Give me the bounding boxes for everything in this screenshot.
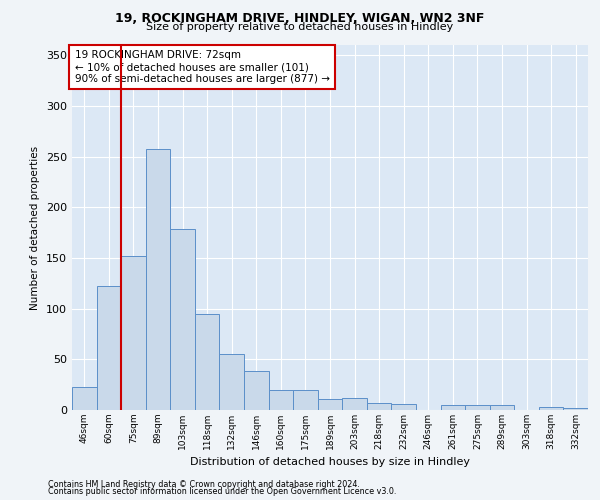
Bar — [391, 404, 416, 410]
Bar — [170, 228, 195, 410]
Bar — [121, 256, 146, 410]
Bar — [465, 405, 490, 410]
Text: 19, ROCKINGHAM DRIVE, HINDLEY, WIGAN, WN2 3NF: 19, ROCKINGHAM DRIVE, HINDLEY, WIGAN, WN… — [115, 12, 485, 26]
Bar — [269, 390, 293, 410]
Text: Contains HM Land Registry data © Crown copyright and database right 2024.: Contains HM Land Registry data © Crown c… — [48, 480, 360, 489]
Bar — [195, 314, 220, 410]
Bar — [563, 408, 588, 410]
Bar — [220, 354, 244, 410]
X-axis label: Distribution of detached houses by size in Hindley: Distribution of detached houses by size … — [190, 458, 470, 468]
Text: 19 ROCKINGHAM DRIVE: 72sqm
← 10% of detached houses are smaller (101)
90% of sem: 19 ROCKINGHAM DRIVE: 72sqm ← 10% of deta… — [74, 50, 329, 84]
Bar — [367, 403, 391, 410]
Bar — [97, 286, 121, 410]
Bar — [244, 372, 269, 410]
Text: Size of property relative to detached houses in Hindley: Size of property relative to detached ho… — [146, 22, 454, 32]
Bar — [539, 407, 563, 410]
Bar — [318, 399, 342, 410]
Bar — [72, 386, 97, 410]
Text: Contains public sector information licensed under the Open Government Licence v3: Contains public sector information licen… — [48, 487, 397, 496]
Bar — [490, 405, 514, 410]
Bar — [440, 405, 465, 410]
Bar — [293, 390, 318, 410]
Bar — [146, 150, 170, 410]
Bar — [342, 398, 367, 410]
Y-axis label: Number of detached properties: Number of detached properties — [31, 146, 40, 310]
